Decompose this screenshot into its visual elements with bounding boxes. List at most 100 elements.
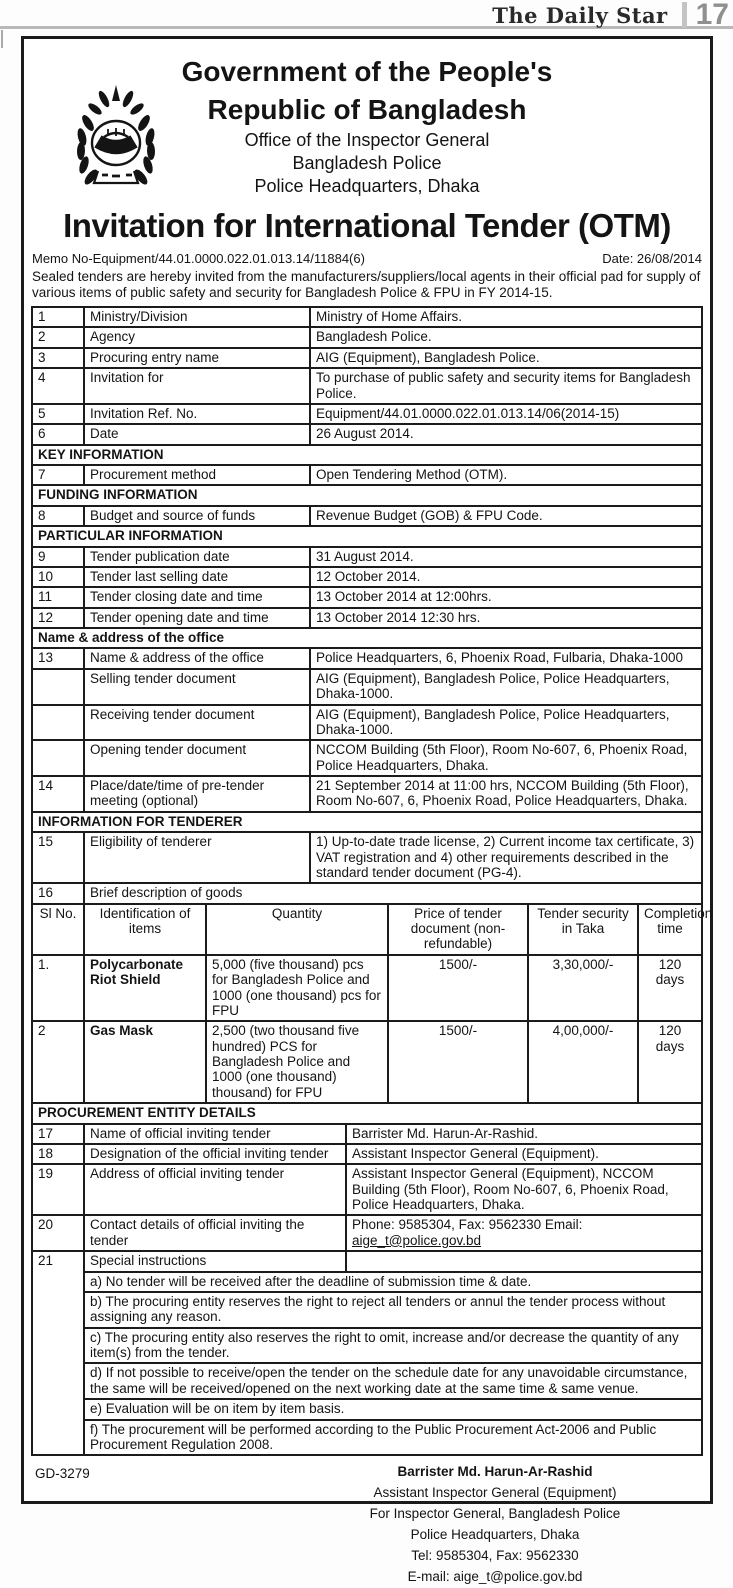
row-no: 2	[31, 326, 85, 349]
row-label: Receiving tender document	[83, 703, 311, 742]
row-no: 1	[31, 306, 85, 329]
goods-col-qty: Quantity	[205, 902, 389, 956]
intro-paragraph: Sealed tenders are hereby invited from t…	[32, 268, 701, 300]
masthead-divider	[681, 2, 687, 28]
section-title: KEY INFORMATION	[31, 443, 703, 467]
signatory-for: For Inspector General, Bangladesh Police	[369, 1506, 621, 1522]
section-title: Name & address of the office	[31, 627, 703, 650]
row-no	[31, 667, 85, 706]
gov-line-1: Government of the People's	[181, 56, 553, 87]
instruction-text: e) Evaluation will be on item by item ba…	[83, 1398, 703, 1421]
instruction-row-f: f) The procurement will be performed acc…	[32, 1418, 703, 1457]
row-no: 21	[31, 1250, 85, 1457]
info-row-5: 5 Invitation Ref. No. Equipment/44.01.0000…	[31, 402, 703, 426]
instruction-text: d) If not possible to receive/open the t…	[83, 1362, 703, 1401]
row-value: AIG (Equipment), Bangladesh Police, Poli…	[309, 703, 703, 742]
row-value: 13 October 2014 12:30 hrs.	[309, 606, 703, 630]
row-value: Open Tendering Method (OTM).	[309, 464, 703, 487]
row-no: 18	[31, 1142, 85, 1166]
goods-time: 120 days	[637, 1020, 703, 1105]
row-no: 19	[31, 1163, 85, 1217]
row-value: Equipment/44.01.0000.022.01.013.14/06(20…	[309, 402, 703, 426]
row-value: Barrister Md. Harun-Ar-Rashid.	[345, 1122, 703, 1145]
row-value: 1) Up-to-date trade license, 2) Current …	[309, 831, 703, 885]
newspaper-masthead: The Daily Star 17	[0, 0, 733, 30]
goods-price: 1500/-	[387, 953, 529, 1023]
goods-no: 1.	[31, 953, 85, 1023]
goods-no: 2	[31, 1020, 85, 1105]
signatory-hq: Police Headquarters, Dhaka	[410, 1527, 580, 1543]
row-value: Assistant Inspector General (Equipment).	[345, 1142, 703, 1166]
row-label: Agency	[83, 326, 311, 349]
email-text: aige_t@police.gov.bd	[352, 1232, 482, 1248]
entity-row-20: 20 Contact details of official inviting t…	[31, 1214, 703, 1253]
tender-notice: Government of the People's Republic of B…	[21, 36, 713, 1584]
row-label: Invitation Ref. No.	[83, 402, 311, 426]
entity-table: PROCUREMENT ENTITY DETAILS 17 Name of off…	[31, 1102, 703, 1457]
goods-table: Sl No. Identification of items Quantity …	[31, 902, 712, 1105]
row-value: To purchase of public safety and securit…	[309, 367, 703, 405]
row-value: 12 October 2014.	[309, 565, 703, 589]
entity-row-17: 17 Name of official inviting tender Barris…	[31, 1122, 703, 1145]
info-row-4: 4 Invitation for To purchase of public saf…	[31, 367, 703, 405]
info-row-13a: Selling tender document AIG (Equipment), …	[31, 667, 703, 706]
signatory-name: Barrister Md. Harun-Ar-Rashid	[397, 1464, 593, 1480]
section-procurement-entity: PROCUREMENT ENTITY DETAILS	[31, 1102, 703, 1125]
row-no: 4	[31, 367, 85, 405]
row-value: AIG (Equipment), Bangladesh Police.	[309, 346, 703, 370]
signatory-email: E-mail: aige_t@police.gov.bd	[407, 1568, 583, 1584]
info-row-6: 6 Date 26 August 2014.	[31, 423, 703, 446]
row-no	[31, 703, 85, 742]
instruction-row-d: d) If not possible to receive/open the t…	[32, 1362, 703, 1401]
bangladesh-police-emblem-icon	[64, 79, 168, 204]
goods-item: Gas Mask	[83, 1020, 207, 1105]
page-number: 17	[695, 0, 729, 31]
row-label: Procuring entry name	[83, 346, 311, 370]
row-value: Revenue Budget (GOB) & FPU Code.	[309, 504, 703, 528]
info-row-1: 1 Ministry/Division Ministry of Home Affai…	[31, 306, 703, 329]
info-row-13: 13 Name & address of the office Police Hea…	[31, 647, 703, 670]
column-rule	[1, 30, 3, 48]
entity-row-19: 19 Address of official inviting tender Ass…	[31, 1163, 703, 1217]
org-line: Bangladesh Police	[292, 152, 442, 173]
row-label: Invitation for	[83, 367, 311, 405]
instruction-row-b: b) The procuring entity reserves the rig…	[32, 1290, 703, 1329]
goods-price: 1500/-	[387, 1020, 529, 1105]
office-line: Office of the Inspector General	[244, 129, 490, 150]
notice-header: Government of the People's Republic of B…	[31, 45, 703, 199]
row-value: Ministry of Home Affairs.	[309, 306, 703, 329]
row-value: Assistant Inspector General (Equipment),…	[345, 1163, 703, 1217]
row-no: 16	[31, 882, 85, 905]
row-no: 8	[31, 504, 85, 528]
instruction-text: c) The procuring entity also reserves th…	[83, 1326, 703, 1365]
info-row-2: 2 Agency Bangladesh Police.	[31, 326, 703, 349]
info-row-13b: Receiving tender document AIG (Equipment)…	[31, 703, 703, 742]
row-value: 21 September 2014 at 11:00 hrs, NCCOM Bu…	[309, 775, 703, 813]
row-label: Place/date/time of pre-tender meeting (o…	[83, 775, 311, 813]
row-value: Police Headquarters, 6, Phoenix Road, Fu…	[309, 647, 703, 670]
goods-security: 4,00,000/-	[527, 1020, 639, 1105]
row-label: Tender last selling date	[83, 565, 311, 589]
notice-title: Invitation for International Tender (OTM…	[63, 206, 671, 244]
row-no: 13	[31, 647, 85, 670]
goods-header-row: Sl No. Identification of items Quantity …	[31, 902, 712, 956]
row-label: Tender closing date and time	[83, 586, 311, 609]
row-label: Contact details of official inviting the…	[83, 1214, 347, 1253]
info-row-13c: Opening tender document NCCOM Building (5…	[31, 739, 703, 778]
info-row-12: 12 Tender opening date and time 13 October…	[31, 606, 703, 630]
newspaper-title: The Daily Star	[492, 2, 668, 28]
row-value: Phone: 9585304, Fax: 9562330 Email: aige…	[345, 1214, 703, 1253]
section-key-information: KEY INFORMATION	[31, 443, 703, 467]
goods-col-sl: Sl No.	[31, 902, 85, 956]
masthead-rule	[0, 26, 733, 29]
goods-col-security: Tender security in Taka	[527, 902, 639, 956]
instruction-text: b) The procuring entity reserves the rig…	[83, 1290, 703, 1329]
instruction-row-c: c) The procuring entity also reserves th…	[32, 1326, 703, 1365]
row-label: Special instructions	[83, 1250, 347, 1273]
gd-number: GD-3279	[35, 1466, 90, 1481]
goods-item: Polycarbonate Riot Shield	[83, 953, 207, 1023]
info-row-16: 16 Brief description of goods	[31, 882, 703, 905]
row-label: Name of official inviting tender	[83, 1122, 347, 1145]
hq-line: Police Headquarters, Dhaka	[254, 176, 480, 197]
signatory-designation: Assistant Inspector General (Equipment)	[373, 1485, 617, 1501]
